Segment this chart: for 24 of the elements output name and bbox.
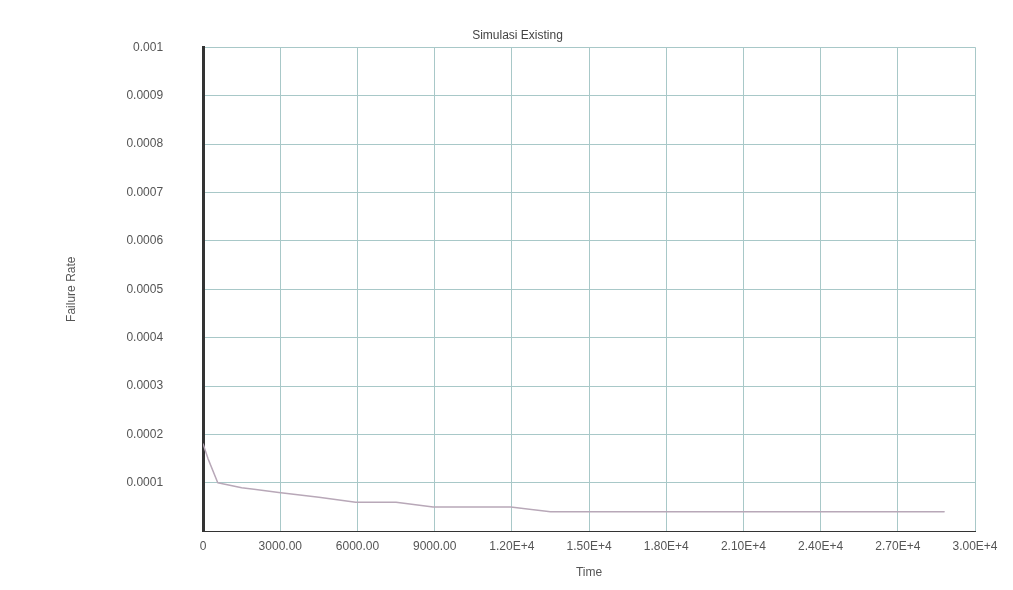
y-tick-label: 0.0004 — [126, 329, 164, 344]
x-tick-label: 1.20E+4 — [489, 538, 535, 553]
y-tick-label: 0.0005 — [126, 281, 164, 296]
chart-title: Simulasi Existing — [472, 28, 563, 43]
y-tick-label: 0.0001 — [126, 475, 164, 490]
x-tick-label: 1.80E+4 — [643, 538, 690, 553]
y-tick-label: 0.0006 — [126, 233, 164, 248]
y-tick-label: 0.0009 — [126, 87, 164, 102]
x-tick-label: 0 — [199, 538, 207, 553]
x-tick-label: 1.50E+4 — [566, 538, 612, 553]
y-tick-label: 0.001 — [133, 39, 164, 54]
x-tick-label: 2.10E+4 — [720, 538, 767, 553]
y-axis-title: Failure Rate — [63, 256, 78, 322]
y-tick-label: 0.0002 — [126, 426, 164, 441]
x-tick-label: 2.40E+4 — [798, 538, 844, 553]
y-tick-label: 0.0003 — [126, 378, 164, 393]
x-tick-label: 9000.00 — [412, 538, 457, 553]
x-axis-title: Time — [575, 565, 603, 580]
y-tick-label: 0.0008 — [126, 136, 164, 151]
x-tick-label: 3.00E+4 — [952, 538, 998, 553]
x-tick-label: 2.70E+4 — [875, 538, 921, 553]
y-tick-label: 0.0007 — [126, 184, 164, 199]
x-tick-label: 6000.00 — [335, 538, 380, 553]
x-tick-label: 3000.00 — [258, 538, 303, 553]
